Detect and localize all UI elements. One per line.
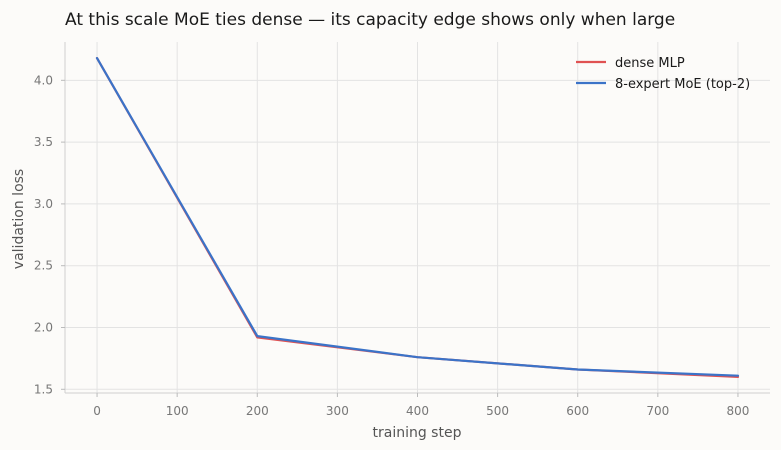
y-tick-label-2: 2.5 <box>34 259 53 273</box>
series-lines <box>95 56 740 378</box>
grid <box>65 42 770 393</box>
y-tick-label-4: 3.5 <box>34 135 53 149</box>
series-line-1 <box>95 56 740 377</box>
y-tick-label-5: 4.0 <box>34 73 53 87</box>
y-tick-label-3: 3.0 <box>34 197 53 211</box>
y-tick-label-0: 1.5 <box>34 382 53 396</box>
x-tick-label-0: 0 <box>93 404 101 418</box>
chart-title: At this scale MoE ties dense — its capac… <box>65 10 675 30</box>
x-tick-label-8: 800 <box>727 404 750 418</box>
x-tick-label-6: 600 <box>566 404 589 418</box>
legend-label-0: dense MLP <box>615 56 685 71</box>
x-tick-label-5: 500 <box>486 404 509 418</box>
x-tick-label-7: 700 <box>646 404 669 418</box>
y-tick-label-1: 2.0 <box>34 320 53 334</box>
x-axis-ticks: 0 100 200 300 400 500 600 700 800 <box>93 393 749 418</box>
x-axis-label: training step <box>373 425 462 441</box>
y-axis-label: validation loss <box>11 169 27 269</box>
x-tick-label-3: 300 <box>326 404 349 418</box>
x-tick-label-2: 200 <box>246 404 269 418</box>
x-tick-label-1: 100 <box>166 404 189 418</box>
x-tick-label-4: 400 <box>406 404 429 418</box>
legend-label-1: 8-expert MoE (top-2) <box>615 77 750 92</box>
y-axis-ticks: 1.5 2.0 2.5 3.0 3.5 4.0 <box>34 73 65 396</box>
legend: dense MLP 8-expert MoE (top-2) <box>576 56 750 92</box>
